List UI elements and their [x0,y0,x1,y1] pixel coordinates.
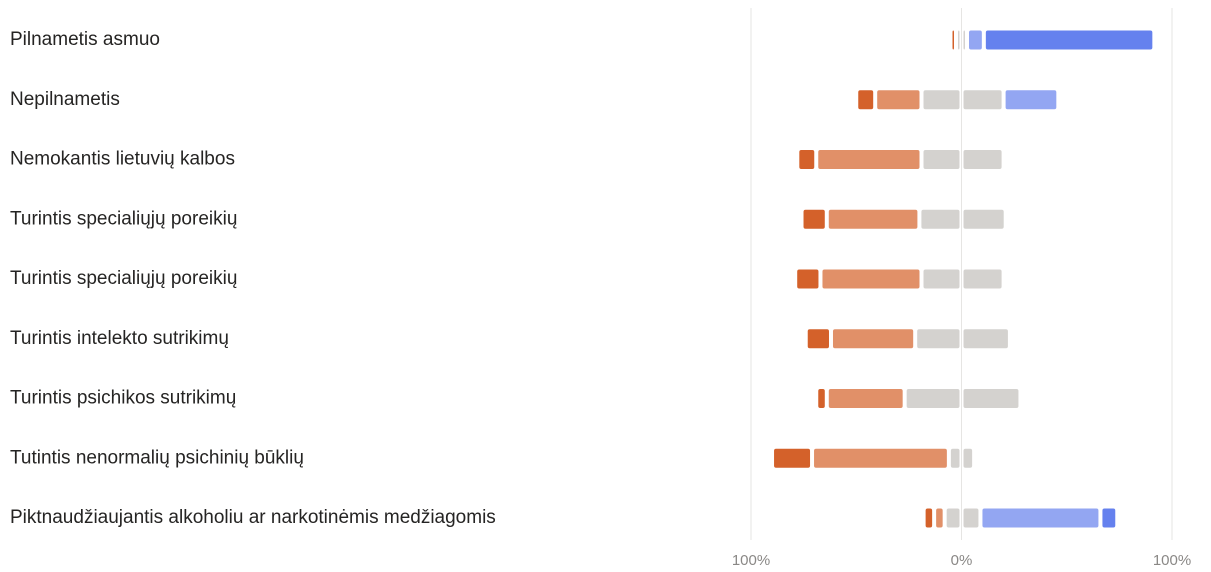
bar-segment [797,269,819,289]
bar-segment [921,209,960,229]
bar-segment [985,30,1153,50]
bar-segment [832,329,914,349]
bar-segment [807,329,829,349]
bar-segment [963,269,1002,289]
category-label: Turintis specialiųjų poreikių [10,268,237,289]
bar-segment [936,508,943,528]
bar-segment [858,90,874,110]
bar-segment [828,389,903,408]
bar-segment [1005,90,1057,110]
bar-segment [923,269,960,289]
bar-segment [963,389,1019,408]
bar-segment [952,30,954,50]
bar-segment [828,209,918,229]
bar-segment [803,209,825,229]
bar-segment [963,30,965,50]
category-label: Nepilnametis [10,89,120,110]
bar-segment [822,269,920,289]
bar-segment [1102,508,1116,528]
bar-segment [982,508,1099,528]
category-label: Piktnaudžiaujantis alkoholiu ar narkotin… [10,507,496,528]
bar-segment [923,90,960,110]
bar-segment [923,150,960,169]
bar-segment [969,30,982,50]
bar-segment [963,90,1002,110]
bar-segment [958,30,960,50]
bar-segment [963,209,1004,229]
bar-segment [917,329,960,349]
bar-segment [906,389,960,408]
category-label: Nemokantis lietuvių kalbos [10,149,235,170]
category-label: Turintis specialiųjų poreikių [10,208,237,229]
bar-segment [925,508,933,528]
x-tick-label: 100% [732,552,770,569]
bar-segment [774,448,811,468]
bar-segment [950,448,960,468]
grid-lines [750,8,1173,540]
x-tick-label: 0% [951,552,973,569]
bar-segment [818,150,920,169]
bar-segment [963,448,973,468]
category-label: Tutintis nenormalių psichinių būklių [10,447,304,468]
x-tick-label: 100% [1153,552,1191,569]
bar-segments [774,30,1153,528]
bar-segment [963,150,1002,169]
category-label: Turintis psichikos sutrikimų [10,388,236,409]
x-axis-ticks: 100% 0% 100% [732,552,1191,569]
bar-segment [814,448,947,468]
bar-segment [818,389,825,408]
category-label: Pilnametis asmuo [10,29,160,50]
bar-segment [877,90,920,110]
bar-segment [799,150,815,169]
bar-segment [963,329,1008,349]
bar-segment [946,508,960,528]
category-labels: Pilnametis asmuo Nepilnametis Nemokantis l… [10,29,496,528]
bar-segment [963,508,979,528]
category-label: Turintis intelekto sutrikimų [10,328,229,349]
